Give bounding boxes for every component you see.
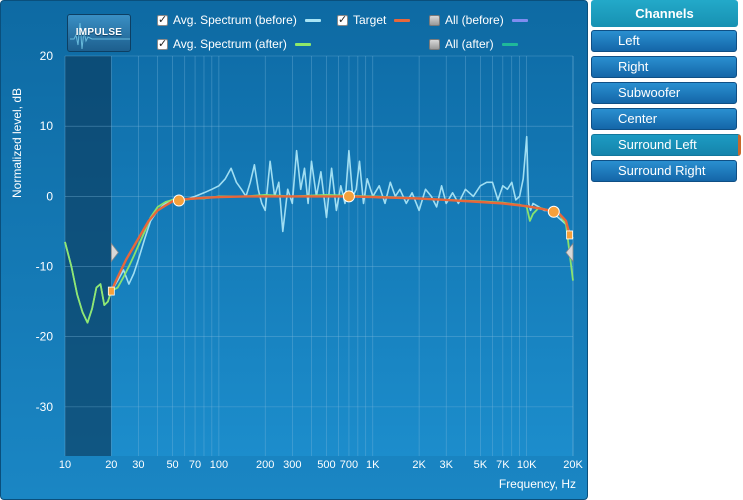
y-tick-label: -30	[36, 400, 54, 414]
control-point-3[interactable]	[547, 205, 560, 218]
impulse-button[interactable]: IMPULSE	[67, 14, 131, 52]
all-before-swatch	[511, 18, 528, 22]
x-tick-label: 1K	[366, 459, 380, 471]
all-after-swatch	[501, 42, 518, 46]
x-tick-label: 2K	[412, 459, 426, 471]
x-tick-label: 10	[59, 459, 71, 471]
control-point-1[interactable]	[172, 194, 185, 207]
x-tick-label: 200	[256, 459, 274, 471]
waveform-icon	[70, 22, 130, 50]
x-tick-label: 300	[283, 459, 301, 471]
x-tick-label: 20	[105, 459, 117, 471]
series-before-line	[64, 135, 574, 324]
all-after-checkbox[interactable]	[429, 38, 440, 50]
legend-all-after[interactable]: All (after)	[429, 36, 518, 52]
y-tick-label: -10	[36, 260, 54, 274]
y-tick-label: 20	[40, 49, 54, 63]
x-tick-label: 700	[340, 459, 358, 471]
x-tick-label: 70	[189, 459, 201, 471]
avg-before-swatch	[304, 18, 321, 22]
legend-all-before[interactable]: All (before)	[429, 12, 528, 28]
series-target-line	[110, 195, 571, 292]
x-tick-label: 50	[166, 459, 178, 471]
impulse-label: IMPULSE	[75, 27, 123, 38]
high-range-handle[interactable]	[565, 242, 574, 263]
avg-after-checkbox[interactable]	[157, 37, 168, 50]
channel-surround-right[interactable]: Surround Right	[591, 160, 737, 182]
control-point-4[interactable]	[566, 230, 573, 240]
x-tick-label: 10K	[517, 459, 537, 471]
plot-area	[65, 56, 573, 456]
legend-avg-after-label: Avg. Spectrum (after)	[173, 37, 287, 51]
x-tick-label: 7K	[496, 459, 510, 471]
legend-avg-before[interactable]: Avg. Spectrum (before)	[157, 12, 321, 28]
x-tick-label: 5K	[474, 459, 488, 471]
target-checkbox[interactable]	[337, 13, 348, 26]
channel-right[interactable]: Right	[591, 56, 737, 78]
y-tick-label: 0	[46, 189, 53, 203]
low-range-handle[interactable]	[110, 242, 119, 263]
y-tick-label: 10	[40, 119, 54, 133]
channels-panel: Channels Left Right Subwoofer Center Sur…	[591, 0, 743, 190]
x-axis-label: Frequency, Hz	[499, 477, 576, 491]
channels-header: Channels	[591, 0, 738, 27]
legend-all-after-label: All (after)	[445, 37, 494, 51]
excluded-range-0	[65, 56, 112, 456]
legend-avg-before-label: Avg. Spectrum (before)	[173, 13, 297, 27]
avg-after-swatch	[294, 42, 311, 46]
legend-all-before-label: All (before)	[445, 13, 504, 27]
channel-surround-left[interactable]: Surround Left	[591, 134, 741, 156]
x-tick-label: 500	[317, 459, 335, 471]
control-point-2[interactable]	[342, 190, 355, 203]
x-tick-label: 3K	[439, 459, 453, 471]
channel-subwoofer[interactable]: Subwoofer	[591, 82, 737, 104]
legend-target-label: Target	[353, 13, 387, 27]
channel-left[interactable]: Left	[591, 30, 737, 52]
channel-center[interactable]: Center	[591, 108, 737, 130]
frequency-response-chart: 10 20 30 50 70 100 200 300 500 700 1K 2K 3K 5K 7K 10K 20…	[10, 49, 583, 491]
target-swatch	[394, 18, 411, 22]
control-point-0[interactable]	[107, 286, 115, 296]
all-before-checkbox[interactable]	[429, 14, 440, 26]
legend-target[interactable]: Target	[337, 12, 411, 28]
x-tick-label: 100	[210, 459, 228, 471]
avg-before-checkbox[interactable]	[157, 13, 168, 26]
y-axis-label: Normalized level, dB	[10, 88, 24, 198]
x-tick-label: 20K	[563, 459, 583, 471]
legend-avg-after[interactable]: Avg. Spectrum (after)	[157, 36, 311, 52]
chart-panel: 10 20 30 50 70 100 200 300 500 700 1K 2K 3K 5K 7K 10K 20…	[0, 0, 588, 500]
y-tick-label: -20	[36, 330, 54, 344]
x-tick-label: 30	[132, 459, 144, 471]
